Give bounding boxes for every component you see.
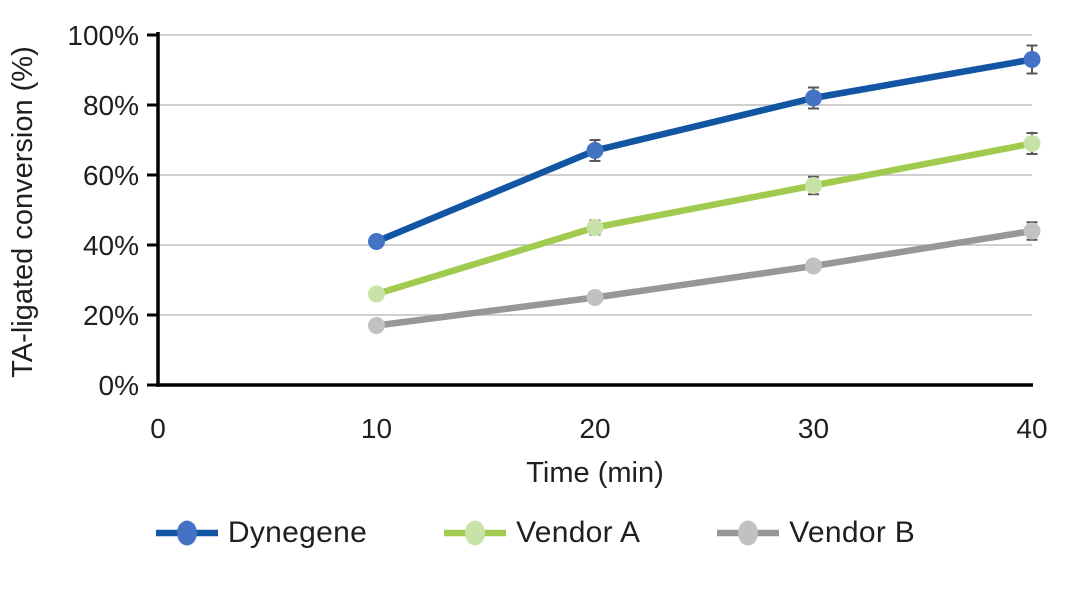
- y-tick-label: 0%: [99, 370, 139, 401]
- x-tick-label: 20: [579, 413, 610, 444]
- data-point-vendor-a-20: [586, 219, 604, 236]
- x-axis-title: Time (min): [526, 457, 663, 489]
- legend-item-vendor-a: Vendor A: [443, 516, 640, 550]
- legend-label-vendor-b: Vendor B: [789, 516, 916, 549]
- series-dynegene: [368, 44, 1041, 250]
- y-tick-label: 40%: [83, 230, 139, 261]
- data-point-vendor-a-30: [805, 177, 822, 194]
- data-point-vendor-b-20: [586, 289, 604, 306]
- legend-swatch-dynegene: [155, 520, 218, 546]
- legend-label-vendor-a: Vendor A: [516, 516, 641, 549]
- legend-marker: [176, 520, 197, 546]
- legend-label-dynegene: Dynegene: [227, 516, 368, 549]
- series-line-vendor-b: [373, 227, 1036, 329]
- data-point-vendor-b-40: [1023, 222, 1041, 240]
- legend-swatch-vendor-a: [444, 520, 507, 546]
- y-axis-title: TA-ligated conversion (%): [7, 46, 39, 377]
- legend-marker: [465, 520, 486, 546]
- data-series: [368, 44, 1041, 334]
- y-axis-ticks: 0% 20% 40% 60% 80% 100%: [67, 20, 158, 401]
- series-line-vendor-a: [373, 140, 1036, 298]
- series-line-dynegene: [373, 56, 1036, 245]
- y-tick-label: 100%: [67, 20, 139, 51]
- legend-item-vendor-b: Vendor B: [716, 516, 915, 550]
- x-tick-label: 30: [798, 413, 829, 444]
- data-point-dynegene-10: [368, 233, 385, 250]
- legend-item-dynegene: Dynegene: [155, 516, 367, 550]
- y-tick-label: 80%: [83, 90, 139, 121]
- data-point-vendor-b-10: [368, 317, 385, 334]
- data-point-vendor-a-40: [1023, 135, 1041, 152]
- data-point-dynegene-30: [805, 89, 822, 107]
- data-point-vendor-b-30: [805, 257, 822, 275]
- legend-swatch-vendor-b: [717, 520, 780, 546]
- y-tick-label: 20%: [83, 300, 139, 331]
- x-tick-label: 40: [1016, 413, 1047, 444]
- legend-marker: [738, 520, 759, 546]
- x-tick-label: 10: [361, 413, 392, 444]
- y-tick-label: 60%: [83, 160, 139, 191]
- series-vendor-b: [368, 221, 1041, 334]
- x-axis-tick-labels: 0 10 20 30 40: [150, 413, 1047, 444]
- data-point-dynegene-20: [586, 142, 604, 159]
- series-vendor-a: [368, 132, 1041, 303]
- gridlines: [158, 34, 1032, 316]
- data-point-vendor-a-10: [368, 285, 385, 303]
- data-point-dynegene-40: [1023, 51, 1041, 68]
- axes: [156, 32, 1033, 387]
- chart-legend: Dynegene Vendor A Vendor B: [0, 516, 1070, 550]
- x-tick-label: 0: [150, 413, 166, 444]
